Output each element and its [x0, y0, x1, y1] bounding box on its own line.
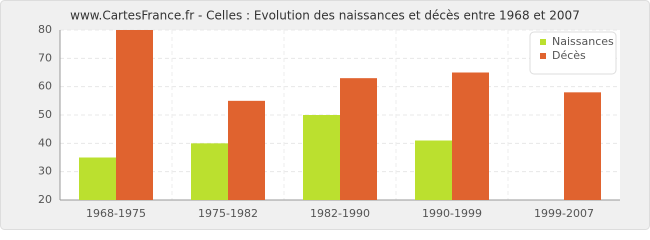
y-tick-label: 20 — [38, 193, 52, 206]
bar — [191, 143, 228, 200]
bar — [303, 115, 340, 200]
y-tick-label: 70 — [38, 51, 52, 64]
bar — [340, 78, 377, 200]
x-tick-label: 1968-1975 — [86, 207, 146, 220]
y-tick-label: 50 — [38, 108, 52, 121]
legend-box — [529, 31, 617, 75]
x-tick-label: 1990-1999 — [422, 207, 482, 220]
x-tick-label: 1999-2007 — [534, 207, 594, 220]
bar — [415, 140, 452, 200]
y-tick-label: 30 — [38, 165, 52, 178]
x-tick-label: 1975-1982 — [198, 207, 258, 220]
legend-swatch — [540, 39, 546, 45]
chart-title: www.CartesFrance.fr - Celles : Evolution… — [70, 9, 580, 23]
bar — [228, 100, 265, 200]
legend-label: Décès — [552, 49, 586, 62]
bar — [116, 30, 153, 200]
y-tick-label: 40 — [38, 136, 52, 149]
bar — [79, 157, 116, 200]
y-tick-label: 80 — [38, 23, 52, 36]
y-tick-label: 60 — [38, 80, 52, 93]
x-tick-label: 1982-1990 — [310, 207, 370, 220]
bar — [452, 72, 489, 200]
legend-swatch — [540, 53, 546, 59]
bar — [564, 92, 601, 200]
legend-label: Naissances — [552, 35, 614, 48]
chart: www.CartesFrance.fr - Celles : Evolution… — [0, 0, 650, 230]
